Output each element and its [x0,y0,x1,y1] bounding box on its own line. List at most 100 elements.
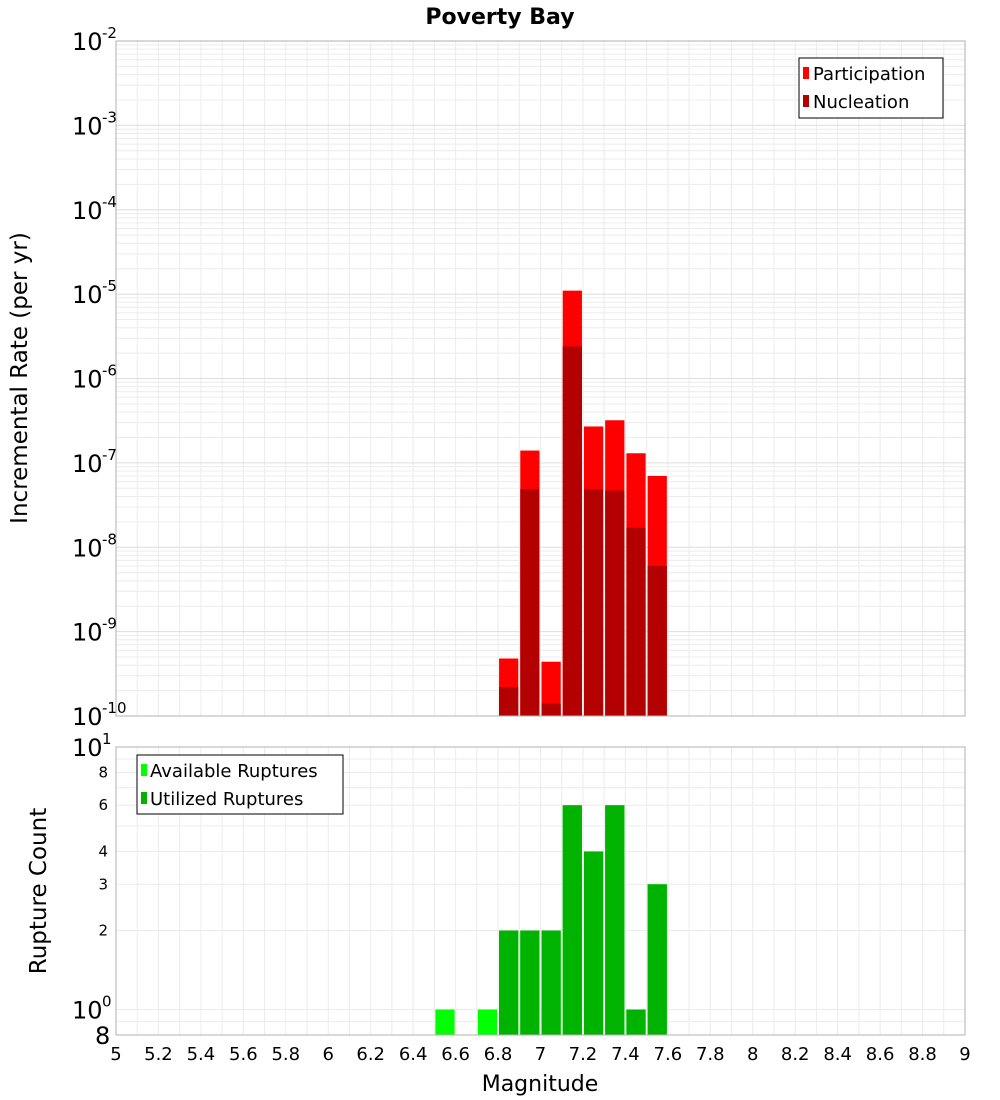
y-tick-minor-label: 8 [98,763,108,781]
legend-label-available: Available Ruptures [150,761,318,782]
y-tick-base: 10 [72,450,103,478]
utilized-ruptures-bar [583,851,604,1035]
y-tick-label: 10 -10 [72,699,127,731]
x-tick-label: 6.8 [484,1044,513,1065]
nucleation-bar [520,489,540,716]
nucleation-bar [583,489,604,716]
y-tick-base: 8 [95,1022,110,1050]
chart-title: Poverty Bay [425,5,574,30]
y-tick-exponent: 1 [102,730,112,748]
nucleation-bar [499,687,519,716]
x-tick-label: 7.8 [696,1044,725,1065]
x-tick-label: 8.6 [866,1044,895,1065]
utilized-ruptures-bar [626,1009,646,1035]
rate-plot-legend: Participation Nucleation [798,57,944,119]
y-tick-exponent: 0 [102,993,112,1011]
x-tick-label: 7.6 [654,1044,683,1065]
y-tick-base: 10 [72,997,103,1025]
x-tick-label: 5.8 [271,1044,300,1065]
nucleation-bar [541,703,561,716]
x-tick-label: 8 [747,1044,758,1065]
legend-swatch-participation [803,67,809,79]
y-tick-label: 10 -6 [72,362,117,394]
x-tick-label: 7 [535,1044,546,1065]
rupture-plot-frame [115,746,966,1036]
y-tick-exponent: -7 [102,446,117,464]
y-tick-minor-label: 6 [98,796,108,814]
rupture-legend-box [136,754,344,815]
y-tick-exponent: -3 [102,108,117,126]
legend-label-nucleation: Nucleation [813,92,909,113]
y-tick-minor-label: 4 [98,842,108,860]
y-tick-exponent: -8 [102,530,117,548]
x-tick-label: 7.2 [569,1044,598,1065]
y-tick-label: 10 -9 [72,615,117,647]
y-tick-base: 10 [72,534,103,562]
y-tick-label: 10 0 [72,993,112,1025]
utilized-ruptures-bar [541,930,561,1035]
x-tick-label: 5.2 [144,1044,173,1065]
y-tick-label: 10 1 [72,730,112,762]
legend-swatch-nucleation [803,95,809,107]
rate-plot-y-label: Incremental Rate (per yr) [7,232,33,524]
x-axis-label: Magnitude [482,1072,599,1097]
nucleation-bar [562,346,582,716]
rate-plot-frame [115,40,966,717]
rupture-plot-legend: Available Ruptures Utilized Ruptures [136,754,344,815]
participation-bar [541,661,561,716]
available-ruptures-bar [477,1009,498,1035]
y-tick-base: 10 [72,619,103,647]
x-tick-label: 5.4 [187,1044,216,1065]
x-tick-label: 6 [323,1044,334,1065]
rupture-plot-y-label: Rupture Count [26,808,52,974]
rate-legend-box [798,57,944,119]
y-tick-exponent: -6 [102,362,117,380]
y-tick-exponent: -5 [102,277,117,295]
y-tick-base: 10 [72,281,103,309]
x-tick-label: 8.8 [908,1044,937,1065]
nucleation-bar [647,565,667,716]
y-tick-label: 10 -7 [72,446,117,478]
utilized-ruptures-bar [499,930,519,1035]
y-tick-base: 10 [72,734,103,762]
x-tick-label: 5.6 [229,1044,258,1065]
x-tick-label: 6.6 [441,1044,470,1065]
legend-label-participation: Participation [813,64,925,85]
x-tick-label: 5 [110,1044,121,1065]
x-tick-label: 7.4 [611,1044,640,1065]
nucleation-bar [605,490,625,716]
y-tick-minor-label: 2 [98,922,108,940]
utilized-ruptures-bar [562,805,582,1035]
utilized-ruptures-bar [605,805,625,1035]
rupture-plot-bars [435,805,667,1035]
rate-plot-y-ticks: 10-210-310-410-510-610-710-810-910-10 [72,24,127,731]
rate-plot-grid [115,41,966,717]
y-tick-label: 10 -3 [72,108,117,140]
y-tick-exponent: -10 [102,699,127,717]
x-tick-label: 6.4 [399,1044,428,1065]
y-tick-label: 10 -2 [72,24,117,56]
x-tick-label: 9 [959,1044,970,1065]
y-tick-label: 10 -8 [72,530,117,562]
y-tick-exponent: -2 [102,24,117,42]
y-tick-base: 10 [72,703,103,731]
y-tick-base: 10 [72,366,103,394]
legend-label-utilized: Utilized Ruptures [150,789,303,810]
utilized-ruptures-bar [647,884,667,1035]
y-tick-exponent: -9 [102,615,117,633]
utilized-ruptures-bar [520,930,540,1035]
x-tick-label: 8.4 [823,1044,852,1065]
legend-swatch-utilized [141,792,147,804]
available-ruptures-bar [435,1009,455,1035]
y-tick-minor-label: 3 [98,875,108,893]
y-tick-label: 10 -5 [72,277,117,309]
y-tick-base: 10 [72,197,103,225]
y-tick-label: 10 -4 [72,193,117,225]
y-tick-base: 10 [72,112,103,140]
y-tick-base: 10 [72,28,103,56]
x-tick-label: 8.2 [781,1044,810,1065]
rate-plot: 10-210-310-410-510-610-710-810-910-10 In… [7,24,966,731]
